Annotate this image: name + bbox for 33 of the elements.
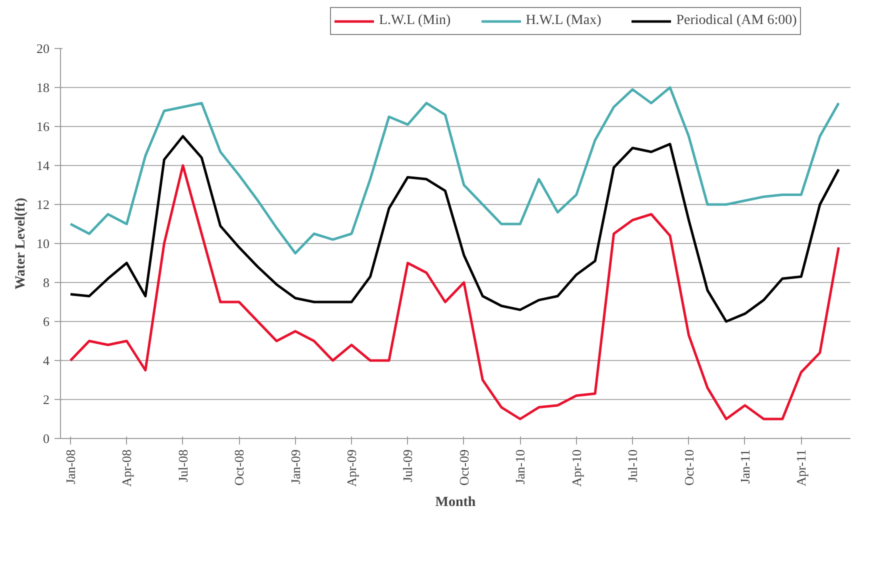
line-series xyxy=(69,164,840,420)
x-tick-label: Jul-10 xyxy=(625,450,640,482)
legend-label: H.W.L (Max) xyxy=(526,13,602,29)
y-tick-label: 14 xyxy=(36,158,50,173)
x-tick-label: Jul-08 xyxy=(175,450,190,482)
y-tick-label: 12 xyxy=(36,197,50,212)
line-series xyxy=(69,86,840,254)
line-series xyxy=(69,135,840,323)
x-tick-label: Jan-08 xyxy=(62,449,78,484)
x-tick-label: Oct-09 xyxy=(456,449,472,486)
x-axis-title: Month xyxy=(435,494,476,510)
y-tick-label: 8 xyxy=(43,275,50,290)
legend-label: Periodical (AM 6:00) xyxy=(676,13,797,29)
x-tick-label: Oct-10 xyxy=(681,449,696,486)
y-tick-label: 16 xyxy=(36,119,50,134)
y-tick-label: 2 xyxy=(43,392,50,407)
x-tick-label: Jan-10 xyxy=(512,449,528,484)
x-tick-label: Jul-09 xyxy=(400,450,416,482)
y-axis-title: Water Level(ft) xyxy=(14,197,28,290)
x-tick-label: Apr-08 xyxy=(119,449,134,487)
x-tick-label: Oct-08 xyxy=(232,449,247,486)
y-tick-label: 10 xyxy=(36,236,50,251)
y-tick-label: 4 xyxy=(43,353,50,368)
y-tick-label: 20 xyxy=(36,41,50,56)
x-tick-label: Apr-09 xyxy=(344,449,360,487)
y-tick-label: 18 xyxy=(36,80,50,95)
x-tick-label: Jan-09 xyxy=(288,449,303,484)
y-tick-label: 6 xyxy=(43,314,50,329)
y-tick-label: 0 xyxy=(43,431,50,446)
x-tick-label: Apr-11 xyxy=(794,449,809,486)
x-tick-label: Apr-10 xyxy=(568,449,584,487)
legend-label: L.W.L (Min) xyxy=(379,13,451,29)
x-tick-label: Jan-11 xyxy=(737,449,752,484)
